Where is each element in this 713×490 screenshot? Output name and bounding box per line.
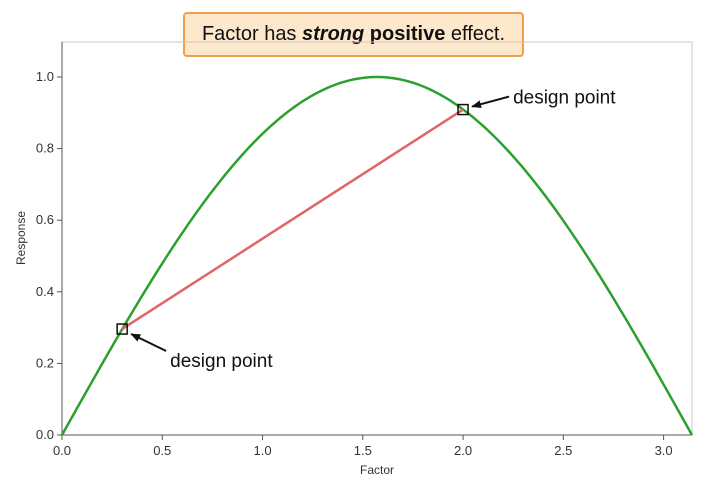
design-point-arrow [130, 333, 167, 352]
y-tick-label: 0.8 [36, 141, 54, 156]
x-tick-label: 0.0 [53, 443, 71, 458]
response-curve [60, 75, 694, 436]
y-axis-label: Response [14, 211, 28, 265]
x-tick-label: 1.5 [354, 443, 372, 458]
design-point-marker [457, 103, 469, 116]
effect-callout: Factor has strong positive effect. [183, 12, 524, 57]
x-tick-label: 1.0 [253, 443, 271, 458]
design-point-label: design point [170, 351, 273, 372]
y-tick-label: 1.0 [36, 69, 54, 84]
callout-text-after: effect. [445, 23, 506, 45]
x-tick-label: 2.5 [554, 443, 572, 458]
x-axis-label: Factor [360, 463, 394, 477]
callout-text-strong: positive [369, 23, 446, 45]
x-tick-label: 3.0 [655, 443, 673, 458]
callout-text-emphasis: strong [302, 23, 365, 45]
y-tick-label: 0.4 [36, 284, 54, 299]
chart-marks: design point design point [60, 75, 694, 436]
axes: 0.0 0.5 1.0 1.5 2.0 2.5 3.0 0.0 0.2 0.4 0.6 0.8 1.0 [36, 42, 692, 458]
x-tick-label: 0.5 [153, 443, 171, 458]
y-tick-label: 0.0 [36, 427, 54, 442]
design-segment-line [121, 108, 464, 331]
y-tick-label: 0.2 [36, 355, 54, 370]
y-tick-label: 0.6 [36, 212, 54, 227]
design-point-arrow [471, 95, 510, 109]
callout-text-before: Factor has [201, 23, 302, 45]
design-point-marker [116, 323, 128, 335]
design-point-label: design point [513, 88, 616, 109]
x-tick-label: 2.0 [454, 443, 472, 458]
